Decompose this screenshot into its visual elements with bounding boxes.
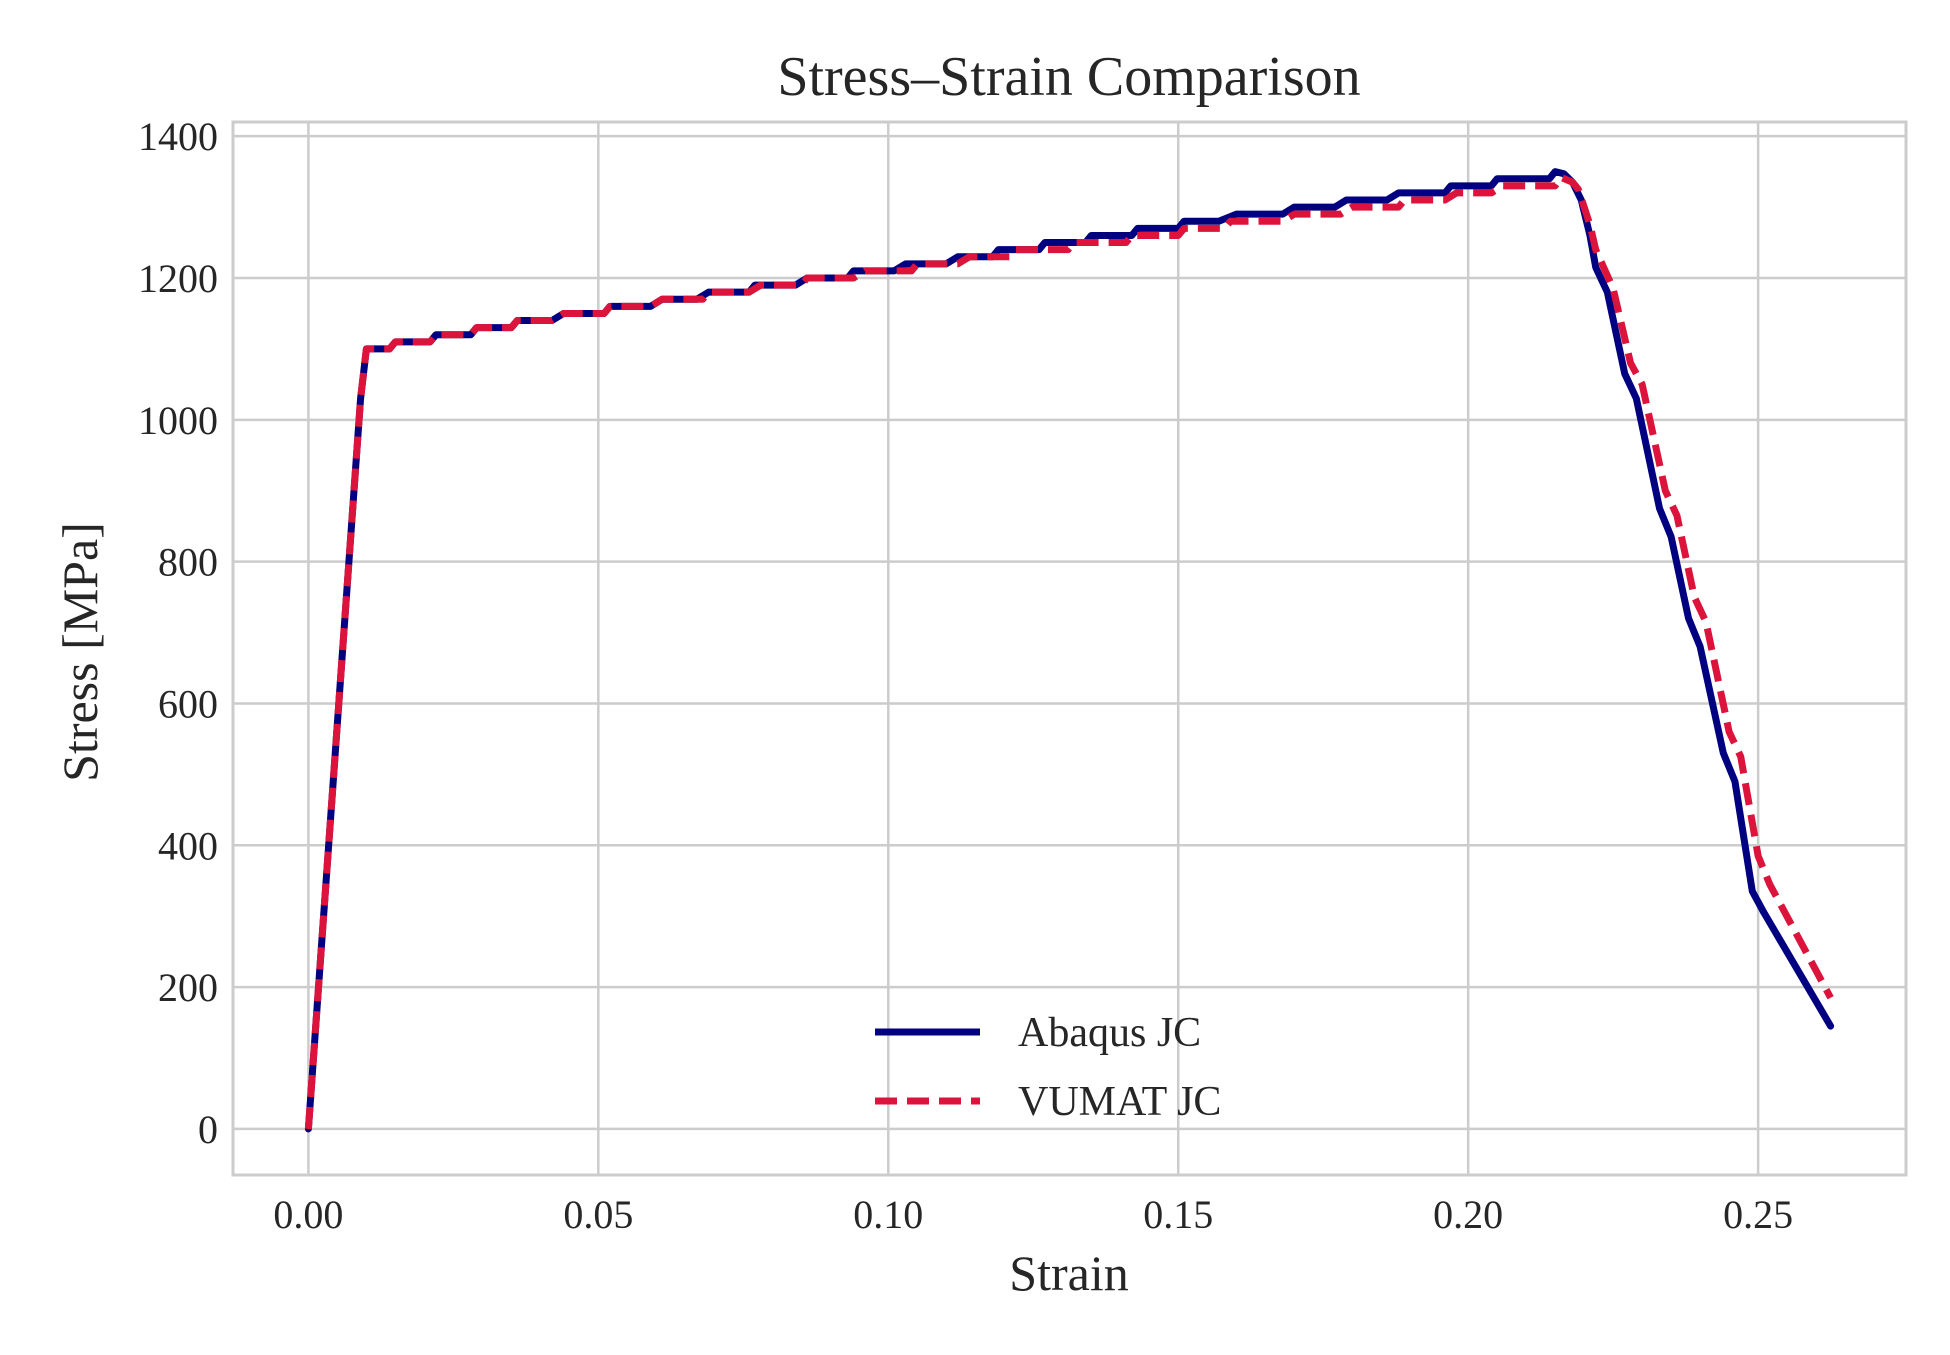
- y-axis-label: Stress [MPa]: [52, 522, 108, 782]
- y-tick-label: 0: [198, 1107, 218, 1152]
- series-layer: [304, 168, 1835, 1133]
- x-tick-labels: 0.00 0.05 0.10 0.15 0.20 0.25: [273, 1192, 1793, 1237]
- series-line-abaqus-jc: [304, 168, 1835, 1133]
- x-tick-label: 0.00: [273, 1192, 343, 1237]
- y-tick-label: 400: [158, 823, 218, 868]
- y-tick-label: 200: [158, 965, 218, 1010]
- legend: Abaqus JC VUMAT JC: [875, 1010, 1221, 1125]
- x-tick-label: 0.20: [1433, 1192, 1503, 1237]
- chart-title: Stress–Strain Comparison: [777, 46, 1360, 108]
- y-tick-label: 800: [158, 540, 218, 585]
- legend-label-vumat-jc: VUMAT JC: [1018, 1079, 1221, 1125]
- y-tick-label: 1200: [138, 256, 218, 301]
- x-tick-label: 0.10: [853, 1192, 923, 1237]
- plot-area-frame: [231, 120, 1908, 1177]
- y-tick-label: 600: [158, 681, 218, 726]
- x-axis-label: Strain: [1009, 1245, 1128, 1301]
- x-tick-label: 0.15: [1143, 1192, 1213, 1237]
- y-tick-label: 1400: [138, 114, 218, 159]
- series-line-vumat-jc: [304, 173, 1834, 1130]
- y-tick-label: 1000: [138, 398, 218, 443]
- legend-label-abaqus-jc: Abaqus JC: [1018, 1010, 1201, 1056]
- x-tick-label: 0.05: [563, 1192, 633, 1237]
- y-tick-labels: 0 200 400 600 800 1000 1200 1400: [138, 114, 218, 1152]
- x-tick-label: 0.25: [1723, 1192, 1793, 1237]
- grid-lines: [233, 122, 1906, 1175]
